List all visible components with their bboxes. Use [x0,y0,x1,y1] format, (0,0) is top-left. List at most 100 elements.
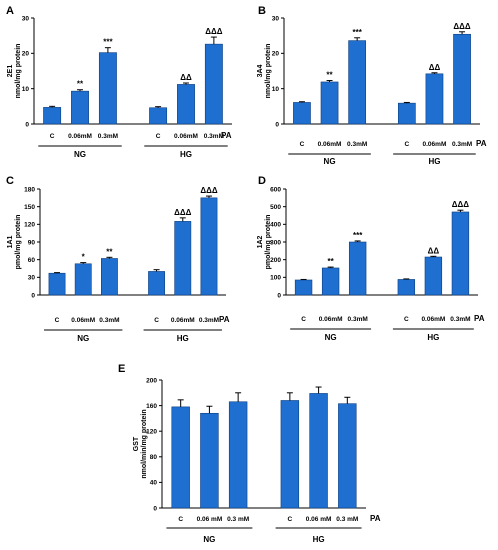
x-factor-label: PA [221,131,232,140]
x-tick-label: C [301,316,306,323]
significance-label: ΔΔΔ [452,200,470,209]
bar [293,102,311,125]
group-label: NG [324,157,336,166]
bar [397,102,416,125]
bar [43,107,62,125]
x-tick-label: C [55,317,60,324]
bar [204,43,223,125]
x-tick-label: 0.3mM [348,316,368,323]
y-tick-label: 30 [28,275,36,282]
y-tick-label: 200 [270,257,281,264]
group-label: NG [325,333,337,342]
group-label: HG [177,334,189,343]
y-axis-label-line: 1A2 [257,235,264,248]
significance-label: ΔΔ [180,73,192,82]
bar [171,406,190,509]
significance-label: ΔΔΔ [200,186,218,195]
y-tick-label: 20 [272,51,280,58]
x-tick-label: C [154,317,159,324]
x-tick-label: C [50,133,55,140]
bar [200,197,218,296]
bar [424,256,443,296]
x-tick-label: C [156,133,161,140]
bar [149,107,168,125]
x-tick-label: 0.3mM [450,316,470,323]
x-tick-label: 0.06 mM [197,516,223,523]
group-label: HG [427,333,439,342]
chart-panel-a: A 2E1 nmol/mg protein 0 10 20 30 C ** 0.06mM *** 0.… [6,5,232,159]
panel-letter: E [118,363,125,375]
bar [425,73,444,125]
y-tick-label: 160 [146,403,157,410]
group-label: HG [313,535,325,544]
x-tick-label: 0.3 mM [227,516,249,523]
y-tick-label: 0 [277,292,281,299]
x-tick-label: 0.3mM [99,317,119,324]
x-tick-label: 0.3mM [98,133,118,140]
bar [294,279,313,296]
panel-letter: D [258,175,266,187]
y-tick-label: 80 [150,454,158,461]
x-tick-label: 0.06mM [423,141,447,148]
bar [48,272,66,296]
bar [101,258,118,296]
y-tick-label: 0 [25,121,29,128]
y-tick-label: 600 [270,186,281,193]
significance-label: *** [353,231,363,240]
significance-label: ** [328,257,335,266]
x-tick-label: 0.06mM [319,316,343,323]
y-axis-label-line: 2E1 [7,65,14,78]
bar [228,401,248,509]
y-axis-label-line: GST [133,436,140,451]
y-tick-label: 90 [28,239,36,246]
y-tick-label: 0 [275,121,279,128]
significance-label: ** [326,71,333,80]
x-tick-label: 0.3 mM [336,516,358,523]
x-factor-label: PA [476,139,487,148]
x-tick-label: 0.06mM [68,133,92,140]
group-label: NG [77,334,89,343]
y-axis-label: GST nmol/min/mg protein [133,409,148,478]
bar [74,263,92,296]
chart-panel-d: D 1A2 pmol/mg protein 0 100 200 300 400 500 600 C *… [257,175,485,342]
bar [397,279,416,296]
x-factor-label: PA [474,314,485,323]
bar [71,90,89,125]
group-label: NG [74,150,86,159]
significance-label: *** [352,28,362,37]
x-factor-label: PA [370,514,381,523]
y-tick-label: 200 [146,377,157,384]
bar [177,84,195,125]
bar [348,40,367,125]
y-tick-label: 0 [153,505,157,512]
x-tick-label: 0.06mM [171,317,195,324]
y-axis-label-line: nmol/min/mg protein [141,409,148,478]
panel-letter: C [6,175,14,187]
y-tick-label: 100 [270,275,281,282]
y-tick-label: 120 [24,222,35,229]
x-tick-label: 0.06mM [421,316,445,323]
significance-label: ΔΔΔ [453,22,471,31]
x-tick-label: C [300,141,305,148]
y-axis-label: 2E1 nmol/mg protein [7,44,22,99]
y-tick-label: 60 [28,257,36,264]
x-tick-label: C [404,316,409,323]
y-tick-label: 10 [272,86,280,93]
chart-panel-b: B 3A4 nmol/mg protein 0 10 20 30 C ** 0.06mM *** 0.… [257,5,487,166]
significance-label: * [82,253,86,262]
chart-panel-e: E GST nmol/min/mg protein 0 40 80 120 160 200 C 0.… [118,363,381,544]
y-tick-label: 180 [24,186,35,193]
x-tick-label: 0.06mM [174,133,198,140]
y-tick-label: 0 [31,292,35,299]
x-tick-label: 0.3mM [204,133,224,140]
y-axis-label-line: 1A1 [7,235,14,248]
y-axis-label: 1A1 pmol/mg protein [7,215,22,270]
bar [338,403,357,509]
y-tick-label: 30 [22,15,30,22]
bar [348,241,367,296]
y-axis-label-line: pmol/mg protein [15,215,22,270]
y-tick-label: 40 [150,480,158,487]
bar [148,271,165,296]
y-axis-label-line: nmol/mg protein [265,44,272,99]
